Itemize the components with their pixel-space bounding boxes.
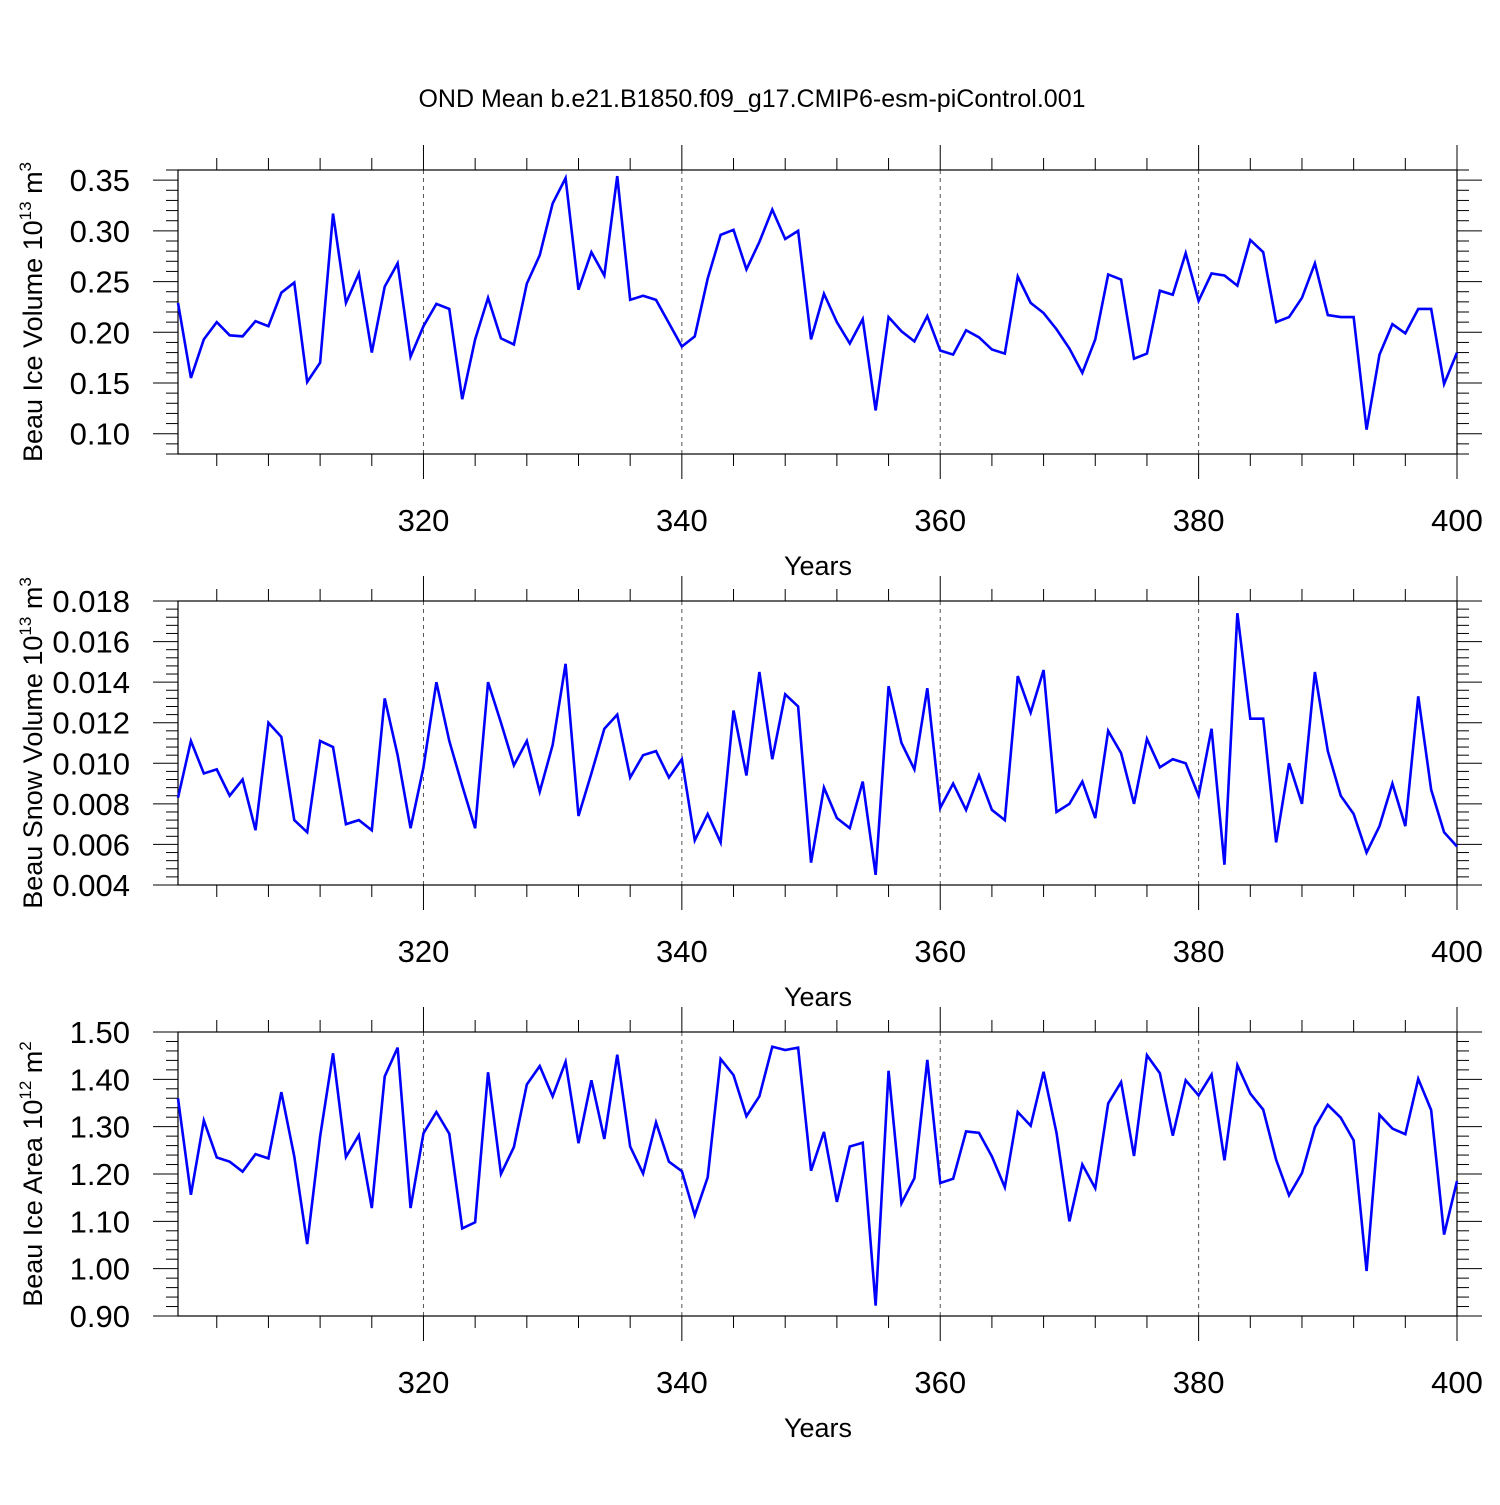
y-tick-label: 0.90: [70, 1299, 130, 1334]
x-tick-label: 340: [656, 934, 708, 969]
y-tick-label: 0.010: [52, 746, 130, 781]
x-tick-label: 380: [1173, 503, 1225, 538]
plot-frame: [177, 169, 1458, 455]
y-axis-label-text: m: [18, 587, 48, 617]
y-tick-label: 1.20: [70, 1157, 130, 1192]
y-tick-label: 0.35: [70, 163, 130, 198]
plot-frame: [177, 1031, 1458, 1317]
y-axis-label-text: Beau Snow Volume 10: [18, 636, 48, 909]
y-tick-label: 0.15: [70, 366, 130, 401]
y-tick-label: 1.40: [70, 1062, 130, 1097]
series-line: [176, 173, 1459, 430]
y-tick-label: 0.008: [52, 787, 130, 822]
y-axis-label-text: m: [18, 171, 48, 201]
y-tick-label: 0.006: [52, 827, 130, 862]
y-tick-label: 0.25: [70, 265, 130, 300]
x-axis-label: Years: [784, 1413, 852, 1443]
x-tick-label: 320: [398, 1365, 450, 1400]
x-tick-label: 340: [656, 1365, 708, 1400]
x-tick-label: 400: [1431, 503, 1483, 538]
x-tick-label: 360: [914, 934, 966, 969]
x-axis-label: Years: [784, 982, 852, 1012]
y-tick-label: 1.00: [70, 1252, 130, 1287]
chart-panel-1: 0.10 0.15 0.20 0.25 0.30 0.35 320 340 360 380 400 Y…: [16, 145, 1483, 581]
x-tick-label: 380: [1173, 1365, 1225, 1400]
y-tick-label: 0.014: [52, 665, 130, 700]
x-tick-label: 400: [1431, 934, 1483, 969]
series-line: [176, 613, 1458, 876]
x-tick-label: 320: [398, 934, 450, 969]
y-axis-label-superscript: 3: [16, 577, 35, 586]
chart-panel-2: 0.004 0.006 0.008 0.010 0.012 0.014 0.016 0.018…: [16, 576, 1483, 1012]
x-axis-label: Years: [784, 551, 852, 581]
y-axis-label: Beau Snow Volume 1013 m3: [16, 577, 48, 909]
y-axis-label-superscript: 12: [16, 1081, 35, 1100]
x-tick-label: 340: [656, 503, 708, 538]
y-tick-label: 1.10: [70, 1204, 130, 1239]
x-tick-label: 360: [914, 1365, 966, 1400]
chart-title: OND Mean b.e21.B1850.f09_g17.CMIP6-esm-p…: [418, 85, 1085, 113]
x-tick-label: 400: [1431, 1365, 1483, 1400]
y-tick-label: 0.018: [52, 584, 130, 619]
y-tick-label: 0.30: [70, 214, 130, 249]
y-tick-label: 0.012: [52, 706, 130, 741]
y-axis-label-text: Beau Ice Volume 10: [18, 220, 48, 462]
y-tick-label: 0.10: [70, 417, 130, 452]
y-axis-label-text: m: [18, 1051, 48, 1081]
x-tick-label: 360: [914, 503, 966, 538]
plot-frame: [177, 600, 1458, 886]
y-axis-label-text: Beau Ice Area 10: [18, 1100, 48, 1307]
y-tick-label: 1.50: [70, 1015, 130, 1050]
y-axis-label-superscript: 3: [16, 162, 35, 171]
y-tick-label: 0.004: [52, 868, 130, 903]
y-tick-label: 1.30: [70, 1110, 130, 1145]
x-tick-label: 320: [398, 503, 450, 538]
chart-panel-3: 0.90 1.00 1.10 1.20 1.30 1.40 1.50 320 340 360 380…: [16, 1007, 1483, 1443]
series-line: [176, 1045, 1459, 1306]
y-axis-label-superscript: 13: [16, 201, 35, 220]
y-axis-label: Beau Ice Volume 1013 m3: [16, 162, 48, 462]
x-tick-label: 380: [1173, 934, 1225, 969]
y-axis-label-superscript: 13: [16, 617, 35, 636]
y-tick-label: 0.20: [70, 315, 130, 350]
y-axis-label-superscript: 2: [16, 1041, 35, 1050]
y-axis-label: Beau Ice Area 1012 m2: [16, 1041, 48, 1307]
y-tick-label: 0.016: [52, 625, 130, 660]
